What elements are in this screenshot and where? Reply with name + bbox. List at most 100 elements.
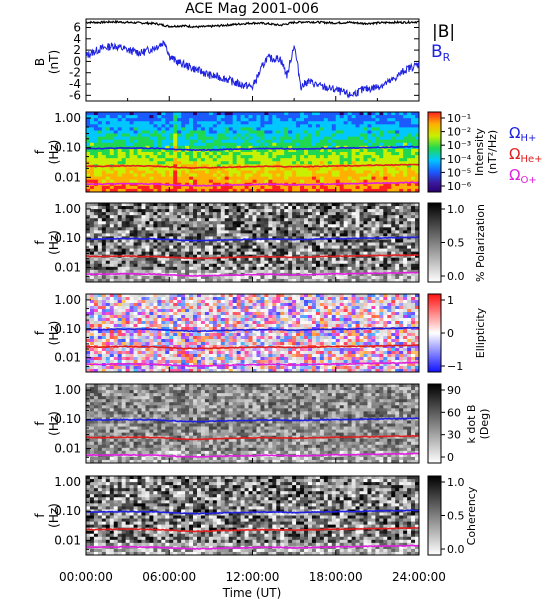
heatmap-cell [371,212,375,215]
heatmap-cell [145,315,149,318]
heatmap-cell [296,218,300,221]
heatmap-cell [149,124,153,127]
heatmap-cell [367,246,371,249]
heatmap-cell [126,161,130,164]
heatmap-cell [300,158,304,161]
heatmap-cell [383,230,387,233]
heatmap-cell [403,152,407,155]
heatmap-cell [122,143,126,146]
heatmap-cell [344,127,348,130]
heatmap-cell [284,161,288,164]
heatmap-cell [320,170,324,173]
heatmap-cell [114,134,118,137]
heatmap-cell [157,137,161,140]
heatmap-cell [407,261,411,264]
heatmap-cell [348,140,352,143]
heatmap-cell [213,212,217,215]
heatmap-cell [94,124,98,127]
heatmap-cell [320,239,324,242]
heatmap-cell [161,324,165,327]
heatmap-cell [142,239,146,242]
heatmap-cell [320,230,324,233]
heatmap-cell [118,366,122,369]
heatmap-cell [379,127,383,130]
heatmap-cell [98,233,102,236]
heatmap-cell [213,121,217,124]
heatmap-cell [213,267,217,270]
heatmap-cell [324,121,328,124]
heatmap-cell [371,161,375,164]
heatmap-cell [344,249,348,252]
heatmap-cell [233,246,237,249]
heatmap-cell [253,140,257,143]
heatmap-cell [395,258,399,261]
heatmap-cell [280,174,284,177]
heatmap-cell [122,121,126,124]
heatmap-cell [145,134,149,137]
heatmap-cell [110,339,114,342]
heatmap-cell [201,267,205,270]
heatmap-cell [197,221,201,224]
heatmap-cell [217,130,221,133]
heatmap-cell [332,130,336,133]
heatmap-cell [102,230,106,233]
heatmap-cell [249,134,253,137]
heatmap-cell [356,124,360,127]
heatmap-cell [304,152,308,155]
heatmap-cell [276,230,280,233]
heatmap-cell [209,130,213,133]
heatmap-cell [122,215,126,218]
heatmap-cell [268,227,272,230]
heatmap-cell [217,227,221,230]
heatmap-cell [90,243,94,246]
heatmap-cell [407,130,411,133]
heatmap-cell [138,152,142,155]
heatmap-cell [165,212,169,215]
heatmap-cell [138,170,142,173]
heatmap-cell [145,246,149,249]
heatmap-cell [245,115,249,118]
heatmap-cell [165,306,169,309]
heatmap-cell [90,121,94,124]
heatmap-cell [130,360,134,363]
heatmap-cell [280,180,284,183]
heatmap-cell [153,318,157,321]
heatmap-cell [189,218,193,221]
heatmap-cell [375,143,379,146]
heatmap-cell [142,348,146,351]
heatmap-cell [149,137,153,140]
heatmap-cell [149,330,153,333]
heatmap-cell [264,218,268,221]
heatmap-cell [276,252,280,255]
heatmap-cell [161,233,165,236]
heatmap-cell [260,270,264,273]
heatmap-cell [145,294,149,297]
heatmap-cell [316,170,320,173]
heatmap-cell [149,339,153,342]
heatmap-cell [102,180,106,183]
heatmap-cell [332,246,336,249]
heatmap-cell [142,224,146,227]
heatmap-cell [237,134,241,137]
heatmap-cell [288,252,292,255]
heatmap-cell [383,227,387,230]
heatmap-cell [185,224,189,227]
heatmap-cell [399,152,403,155]
heatmap-cell [134,155,138,158]
heatmap-cell [328,221,332,224]
heatmap-cell [201,155,205,158]
heatmap-cell [280,243,284,246]
heatmap-cell [102,118,106,121]
heatmap-cell [90,312,94,315]
heatmap-cell [332,227,336,230]
heatmap-cell [241,243,245,246]
heatmap-cell [110,221,114,224]
heatmap-cell [130,209,134,212]
heatmap-cell [344,246,348,249]
heatmap-cell [312,224,316,227]
heatmap-cell [304,161,308,164]
heatmap-cell [411,115,415,118]
heatmap-cell [233,249,237,252]
heatmap-cell [138,246,142,249]
heatmap-cell [308,186,312,189]
